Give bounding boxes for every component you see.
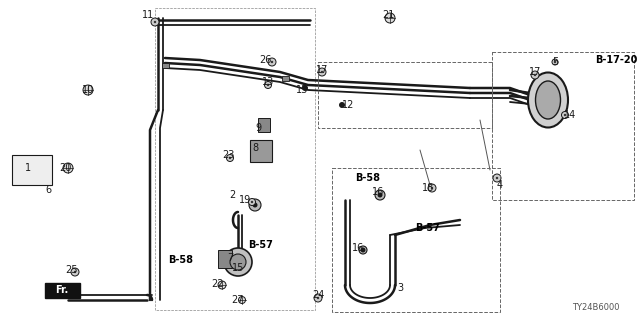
Bar	[218, 250, 232, 268]
Circle shape	[249, 199, 261, 211]
Bar	[318, 62, 492, 128]
Circle shape	[224, 248, 252, 276]
Text: 26: 26	[259, 55, 271, 65]
Circle shape	[268, 58, 276, 66]
Text: B-58: B-58	[355, 173, 380, 183]
Circle shape	[552, 59, 558, 65]
Circle shape	[359, 246, 367, 254]
Circle shape	[564, 114, 566, 116]
Text: B-57: B-57	[415, 223, 440, 233]
Circle shape	[339, 102, 345, 108]
Circle shape	[264, 82, 271, 89]
Circle shape	[561, 111, 568, 118]
Text: 24: 24	[312, 290, 324, 300]
Text: 1: 1	[25, 163, 31, 173]
Text: 4: 4	[497, 180, 503, 190]
Bar	[12, 155, 52, 185]
Circle shape	[375, 190, 385, 200]
Circle shape	[248, 198, 255, 205]
Text: 21: 21	[382, 10, 394, 20]
Circle shape	[271, 61, 273, 63]
Circle shape	[239, 297, 246, 303]
Text: 12: 12	[342, 100, 354, 110]
Text: 15: 15	[232, 263, 244, 273]
Text: 2: 2	[229, 190, 235, 200]
Text: 13: 13	[262, 77, 274, 87]
Text: 16: 16	[352, 243, 364, 253]
Text: 14: 14	[564, 110, 576, 120]
Text: 8: 8	[252, 143, 258, 153]
Text: 11: 11	[142, 10, 154, 20]
Circle shape	[314, 294, 322, 302]
Bar	[155, 8, 315, 310]
Circle shape	[534, 74, 536, 76]
Text: B-58: B-58	[168, 255, 193, 265]
Circle shape	[71, 268, 79, 276]
Text: 15: 15	[296, 85, 308, 95]
Bar	[492, 52, 634, 200]
Circle shape	[317, 297, 319, 299]
Text: 23: 23	[222, 150, 234, 160]
Text: 25: 25	[66, 265, 78, 275]
Text: 3: 3	[397, 283, 403, 293]
Circle shape	[154, 21, 156, 23]
Circle shape	[428, 184, 436, 192]
Circle shape	[431, 187, 433, 189]
Circle shape	[63, 163, 73, 173]
Circle shape	[554, 61, 556, 63]
Text: 16: 16	[372, 187, 384, 197]
Text: 9: 9	[255, 123, 261, 133]
Text: 18: 18	[422, 183, 434, 193]
Text: 22: 22	[212, 279, 224, 289]
Text: 5: 5	[552, 57, 558, 67]
Text: 7: 7	[227, 253, 233, 263]
Text: B-17-20: B-17-20	[595, 55, 637, 65]
Text: TY24B6000: TY24B6000	[573, 303, 620, 312]
Circle shape	[267, 84, 269, 86]
Text: 19: 19	[239, 195, 251, 205]
Ellipse shape	[528, 73, 568, 127]
Bar	[332, 168, 500, 312]
Circle shape	[302, 85, 308, 91]
Circle shape	[251, 201, 253, 203]
Circle shape	[385, 13, 395, 23]
Circle shape	[496, 177, 498, 179]
Text: 10: 10	[82, 85, 94, 95]
Circle shape	[227, 155, 234, 162]
Text: Fr.: Fr.	[56, 285, 68, 295]
Circle shape	[531, 71, 539, 79]
Circle shape	[360, 247, 365, 252]
Circle shape	[318, 68, 326, 76]
Circle shape	[253, 203, 257, 207]
Text: 6: 6	[45, 185, 51, 195]
Bar	[282, 76, 289, 81]
Circle shape	[493, 174, 501, 182]
Text: B-57: B-57	[248, 240, 273, 250]
Circle shape	[321, 71, 323, 73]
Polygon shape	[45, 283, 80, 298]
Circle shape	[229, 157, 231, 159]
Circle shape	[83, 85, 93, 95]
Bar	[161, 62, 168, 68]
Bar	[258, 118, 270, 132]
Text: 27: 27	[232, 295, 244, 305]
Ellipse shape	[536, 81, 561, 119]
Circle shape	[74, 271, 76, 273]
Circle shape	[230, 254, 246, 270]
Circle shape	[378, 193, 383, 197]
Circle shape	[218, 281, 226, 289]
Circle shape	[151, 18, 159, 26]
Text: 17: 17	[316, 65, 328, 75]
Bar	[250, 140, 272, 162]
Text: 17: 17	[529, 67, 541, 77]
Text: 20: 20	[59, 163, 71, 173]
